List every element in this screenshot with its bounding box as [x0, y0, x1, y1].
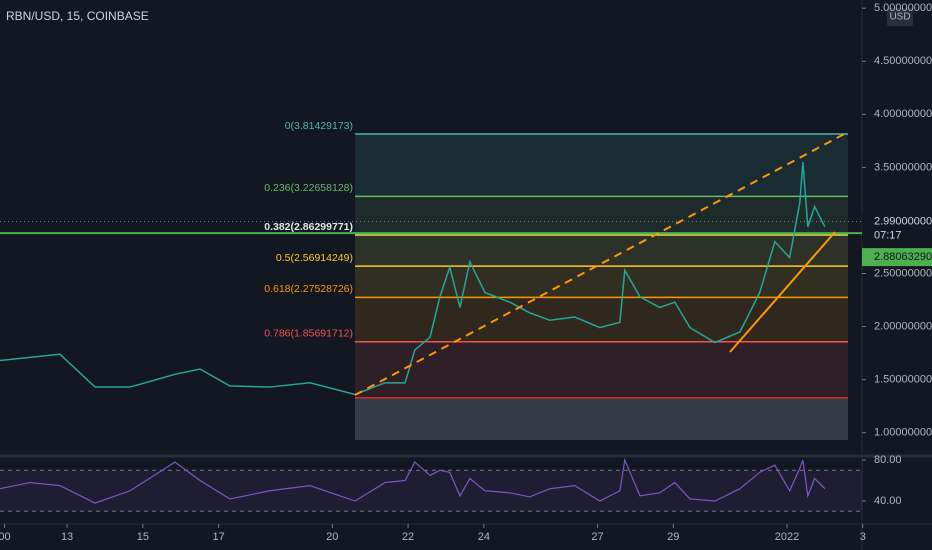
fib-label: 0.382(2.86299771)	[264, 221, 353, 233]
fib-label: 0.5(2.56914249)	[276, 252, 353, 264]
x-tick-label: 17	[213, 531, 225, 543]
currency-badge	[887, 8, 913, 26]
fib-band	[355, 234, 848, 267]
x-tick-label: 29	[667, 531, 679, 543]
trend-line-dashed	[354, 131, 849, 396]
chart-title: RBN/USD, 15, COINBASE	[6, 9, 149, 23]
y-tick-label: 4.00000000	[874, 108, 932, 120]
y-tick-label: 2.50000000	[874, 267, 932, 279]
fib-band	[355, 134, 848, 197]
fib-band	[355, 297, 848, 342]
fib-label: 0.618(2.27528726)	[264, 283, 353, 295]
rsi-line	[0, 457, 826, 504]
x-tick-label: 22	[402, 531, 414, 543]
x-tick-label: 3	[860, 531, 866, 543]
last-price-label: 2.99000000	[874, 215, 932, 227]
y-tick-label: 2.00000000	[874, 320, 932, 332]
x-tick-label: 00	[0, 531, 11, 543]
fib-label: 0.236(3.22658128)	[264, 182, 353, 194]
fib-band	[355, 266, 848, 298]
fib-band	[355, 341, 848, 398]
x-tick-label: 20	[326, 531, 338, 543]
currency: USD	[889, 12, 910, 23]
fib-band	[355, 397, 848, 440]
y-tick-label: 1.00000000	[874, 427, 932, 439]
x-tick-label: 15	[137, 531, 149, 543]
trend-line	[729, 231, 836, 353]
fib-label: 0(3.81429173)	[285, 120, 353, 132]
y-tick-label: 3.50000000	[874, 161, 932, 173]
x-tick-label: 13	[61, 531, 73, 543]
y2-tick-label: 80.00	[874, 454, 902, 466]
rsi-band	[0, 470, 862, 512]
y-tick-label: 5.00000000	[874, 2, 932, 14]
line-price-box	[862, 248, 932, 267]
x-tick-label: 2022	[775, 531, 799, 543]
fib-band	[355, 196, 848, 235]
line-price-label: 2.88063290	[874, 251, 932, 263]
price-line	[0, 162, 826, 396]
y2-tick-label: 40.00	[874, 495, 902, 507]
countdown: 07:17	[874, 229, 902, 241]
fib-label: 0.786(1.85691712)	[264, 328, 353, 340]
y-tick-label: 1.50000000	[874, 374, 932, 386]
last-price-box	[862, 212, 932, 243]
y-tick-label: 4.50000000	[874, 55, 932, 67]
x-tick-label: 24	[478, 531, 490, 543]
x-tick-label: 27	[591, 531, 603, 543]
